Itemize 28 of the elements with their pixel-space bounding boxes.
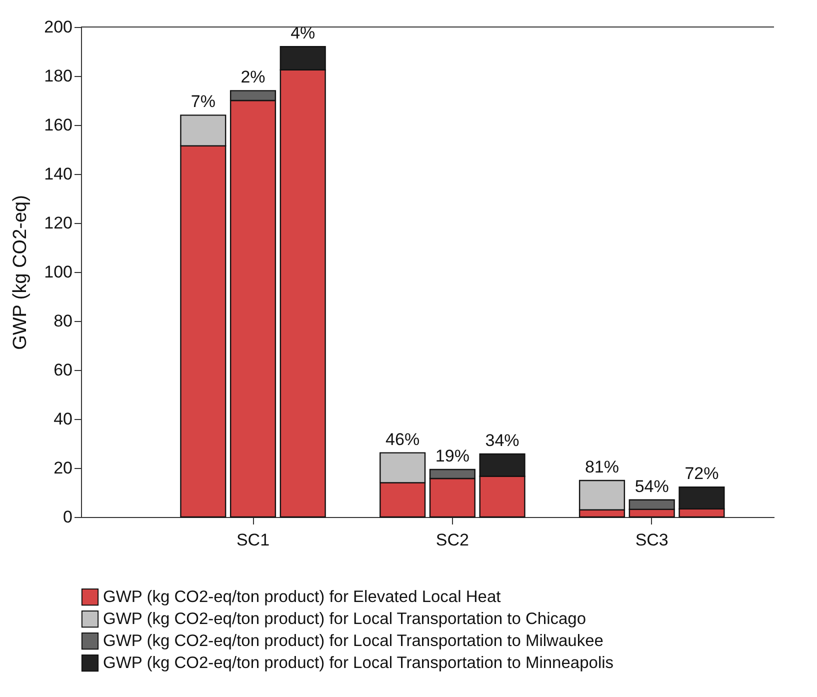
y-tick-label: 160 bbox=[44, 116, 72, 134]
x-tick-label: SC3 bbox=[635, 530, 668, 550]
y-tick-label: 120 bbox=[44, 214, 72, 232]
y-tick-label: 20 bbox=[54, 458, 72, 478]
y-tick-label: 140 bbox=[44, 164, 72, 184]
x-tick-label: SC1 bbox=[236, 530, 270, 550]
annotation: 2% bbox=[240, 68, 266, 87]
y-tick-label: 180 bbox=[44, 66, 72, 86]
annotation: 54% bbox=[634, 476, 669, 496]
legend-label: GWP (kg CO2-eq/ton product) for Local Transportation to Minneapolis bbox=[103, 654, 614, 672]
y-tick-label: 100 bbox=[44, 262, 72, 282]
annotation: 46% bbox=[386, 430, 420, 449]
annotation: 7% bbox=[190, 92, 216, 112]
legend-label: GWP (kg CO2-eq/ton product) for Local Transportation to Milwaukee bbox=[103, 632, 604, 650]
legend-label: GWP (kg CO2-eq/ton product) for Elevated Local Heat bbox=[103, 588, 502, 606]
y-tick-label: 40 bbox=[54, 410, 72, 428]
legend-label: GWP (kg CO2-eq/ton product) for Local Transportation to Chicago bbox=[103, 610, 586, 628]
annotation: 72% bbox=[684, 464, 719, 484]
annotation: 19% bbox=[435, 446, 470, 466]
annotation: 34% bbox=[485, 431, 520, 450]
y-tick-label: 60 bbox=[54, 360, 72, 380]
annotation: 4% bbox=[290, 24, 316, 43]
y-tick-label: 200 bbox=[44, 18, 72, 36]
annotation: 81% bbox=[584, 457, 620, 476]
y-tick-label: 0 bbox=[63, 508, 72, 526]
x-tick-label: SC2 bbox=[436, 530, 469, 550]
y-tick-label: 80 bbox=[54, 312, 72, 330]
y-axis-title: GWP (kg CO2-eq) bbox=[10, 195, 32, 350]
